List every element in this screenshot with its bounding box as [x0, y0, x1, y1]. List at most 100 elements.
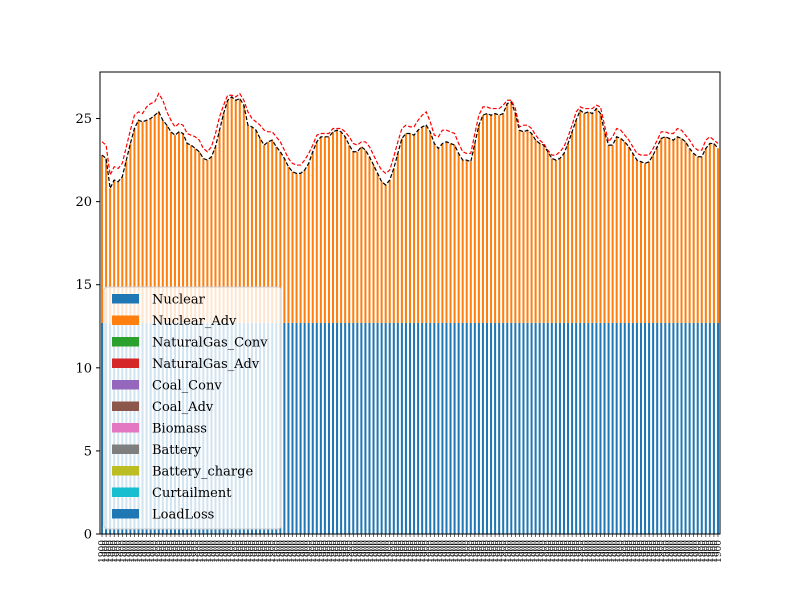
bar-nuclear	[331, 322, 335, 534]
bar-nuclear-adv	[421, 126, 424, 323]
bar-nuclear-adv	[696, 156, 699, 323]
bar-nuclear	[340, 322, 343, 534]
bar-nuclear-adv	[704, 148, 707, 323]
x-tick-label: 1900	[382, 540, 392, 563]
x-tick-label: 1900	[714, 540, 724, 563]
x-tick-label: 1900	[426, 540, 436, 563]
bar-nuclear-adv	[579, 110, 582, 323]
bar-nuclear	[299, 322, 302, 534]
x-tick-label: 1900	[297, 540, 307, 563]
y-tick-label: 5	[84, 444, 92, 459]
bar-nuclear-adv	[623, 141, 626, 323]
x-tick-label: 1900	[345, 540, 355, 563]
bar-nuclear-adv	[380, 181, 383, 323]
x-tick-label: 1900	[576, 540, 586, 563]
bar-nuclear	[315, 322, 318, 534]
bar-nuclear-adv	[117, 181, 120, 323]
bar-nuclear	[303, 322, 306, 534]
bar-nuclear-adv	[250, 126, 253, 323]
bar-nuclear-adv	[631, 153, 634, 323]
bar-nuclear-adv	[186, 143, 189, 323]
bar-nuclear	[344, 322, 347, 534]
x-tick-label: 1900	[293, 540, 303, 563]
bar-nuclear-adv	[190, 145, 193, 323]
bar-nuclear-adv	[611, 145, 614, 323]
x-tick-label: 1900	[507, 540, 517, 563]
x-tick-label: 1900	[414, 540, 424, 563]
bar-nuclear-adv	[615, 136, 618, 323]
bar-nuclear-adv	[161, 120, 164, 323]
x-tick-label: 1900	[669, 540, 679, 563]
bar-nuclear-adv	[712, 143, 715, 323]
x-tick-label: 1900	[147, 540, 157, 563]
x-tick-label: 1900	[495, 540, 505, 563]
bar-nuclear-adv	[587, 111, 590, 323]
bar-nuclear-adv	[660, 138, 663, 323]
x-tick-label: 1900	[232, 540, 242, 563]
bar-nuclear	[619, 322, 622, 534]
bar-nuclear	[498, 322, 501, 534]
x-tick-label: 1900	[122, 540, 132, 563]
bar-nuclear-adv	[356, 151, 359, 323]
bar-nuclear	[465, 322, 468, 534]
x-tick-label: 1900	[499, 540, 509, 563]
x-tick-label: 1900	[244, 540, 254, 563]
x-tick-label: 1900	[325, 540, 335, 563]
bar-nuclear-adv	[684, 141, 687, 323]
x-tick-label: 1900	[661, 540, 671, 563]
bar-nuclear-adv	[344, 136, 347, 323]
bar-nuclear-adv	[315, 141, 318, 323]
bar-nuclear	[530, 322, 533, 534]
x-tick-label: 1900	[333, 540, 343, 563]
bar-nuclear-adv	[716, 148, 719, 323]
bar-nuclear-adv	[550, 158, 553, 323]
bar-nuclear	[461, 322, 464, 534]
x-tick-label: 1900	[228, 540, 238, 563]
bar-nuclear-adv	[364, 150, 367, 323]
legend-label: LoadLoss	[152, 508, 214, 523]
demand-line	[101, 96, 719, 191]
x-axis: 1900190019001900190019001900190019001900…	[98, 534, 724, 563]
bar-nuclear	[404, 322, 407, 534]
x-tick-label: 1900	[617, 540, 627, 563]
bar-nuclear	[546, 322, 549, 534]
bar-nuclear	[708, 322, 711, 534]
x-tick-label: 1900	[195, 540, 205, 563]
bar-nuclear	[583, 322, 586, 534]
bar-nuclear-adv	[494, 113, 497, 323]
legend-swatch	[112, 358, 139, 368]
bar-nuclear-adv	[575, 120, 578, 323]
x-tick-label: 1900	[422, 540, 432, 563]
x-tick-label: 1900	[459, 540, 469, 563]
bar-nuclear-adv	[708, 143, 711, 323]
y-tick-label: 20	[75, 195, 92, 210]
bar-nuclear-adv	[558, 158, 561, 323]
bar-nuclear-adv	[562, 153, 565, 323]
x-tick-label: 1900	[159, 540, 169, 563]
bar-nuclear-adv	[218, 130, 221, 323]
legend-swatch	[112, 294, 139, 304]
bar-nuclear-adv	[206, 160, 209, 323]
bar-nuclear-adv	[259, 138, 262, 323]
bar-nuclear-adv	[534, 140, 537, 323]
x-tick-label: 1900	[434, 540, 444, 563]
bar-nuclear	[408, 322, 412, 534]
x-tick-label: 1900	[357, 540, 367, 563]
bar-nuclear-adv	[299, 173, 302, 323]
bar-nuclear-adv	[672, 140, 675, 323]
bar-nuclear-adv	[607, 145, 610, 323]
x-tick-label: 1900	[155, 540, 165, 563]
x-tick-label: 1900	[272, 540, 282, 563]
legend-label: Nuclear_Adv	[152, 314, 237, 329]
x-tick-label: 1900	[341, 540, 351, 563]
x-tick-label: 1900	[702, 540, 712, 563]
bar-nuclear	[392, 322, 395, 534]
x-tick-label: 1900	[317, 540, 327, 563]
x-tick-label: 1900	[629, 540, 639, 563]
legend-swatch	[112, 487, 139, 497]
bar-nuclear-adv	[469, 161, 472, 323]
bar-nuclear-adv	[352, 151, 355, 323]
x-tick-label: 1900	[503, 540, 513, 563]
bar-nuclear-adv	[157, 111, 160, 323]
